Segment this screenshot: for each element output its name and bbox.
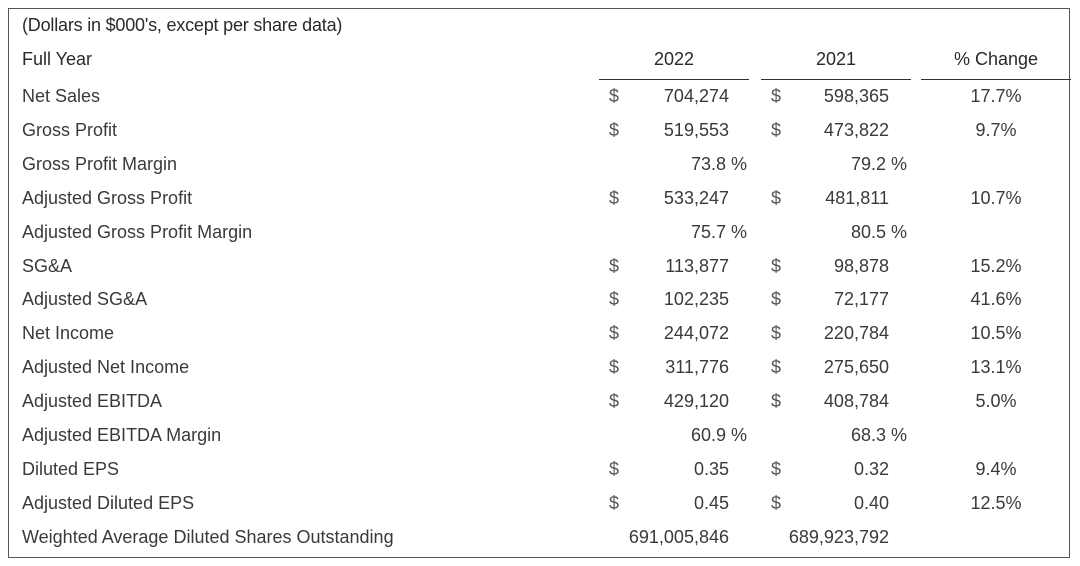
value-2021: 481,811 — [825, 187, 889, 208]
value-2022: 519,553 — [663, 119, 729, 140]
value-2022: 533,247 — [663, 187, 729, 208]
percent-change: 13.1% — [970, 357, 1022, 378]
percent-change: 17.7% — [970, 86, 1022, 106]
table-row: Adjusted SG&A $102,235 $72,177 41.6% — [9, 282, 1071, 316]
value-2021: 408,784 — [823, 391, 889, 412]
value-2021: 598,365 — [823, 86, 889, 106]
margin-2022: 60.9 % — [690, 425, 747, 445]
table-row: Adjusted EBITDA Margin 60.9 % 68.3 % — [9, 418, 1071, 452]
percent-change: 10.5% — [970, 323, 1022, 344]
currency-symbol-2021: $ — [771, 357, 782, 378]
currency-symbol-2022: $ — [609, 323, 620, 344]
row-label: Adjusted Net Income — [22, 357, 190, 378]
row-label: SG&A — [22, 255, 73, 276]
margin-2022: 75.7 % — [690, 221, 747, 242]
table-row: Adjusted Gross Profit $533,247 $481,811 10.… — [9, 181, 1071, 215]
table-row: Weighted Average Diluted Shares Outstand… — [9, 520, 1071, 554]
row-label: Weighted Average Diluted Shares Outstand… — [22, 526, 394, 547]
currency-symbol-2021: $ — [771, 289, 782, 310]
currency-symbol-2021: $ — [771, 323, 782, 344]
value-2021: 98,878 — [833, 255, 889, 276]
value-2022: 704,274 — [663, 86, 729, 106]
row-label: Adjusted Gross Profit — [22, 187, 193, 208]
row-label: Gross Profit — [22, 119, 118, 140]
currency-symbol-2022: $ — [609, 255, 620, 276]
row-label: Adjusted EBITDA Margin — [22, 425, 222, 445]
row-label: Adjusted SG&A — [22, 289, 148, 310]
currency-symbol-2021: $ — [771, 391, 782, 412]
shares-2021: 689,923,792 — [788, 526, 889, 547]
row-label: Adjusted EBITDA — [22, 391, 163, 412]
currency-symbol-2021: $ — [771, 255, 782, 276]
percent-change: 12.5% — [970, 492, 1022, 513]
currency-symbol-2022: $ — [609, 86, 620, 106]
table-row: Adjusted Net Income $311,776 $275,650 13.1% — [9, 350, 1071, 384]
row-label: Adjusted Diluted EPS — [22, 492, 195, 513]
table-row: SG&A $113,877 $98,878 15.2% — [9, 249, 1071, 283]
currency-symbol-2021: $ — [771, 492, 782, 513]
percent-change: 10.7% — [970, 187, 1022, 208]
header-percent-change: % Change — [953, 49, 1039, 69]
header-2021: 2021 — [815, 49, 857, 69]
table-row: Adjusted Diluted EPS $0.45 $0.40 12.5% — [9, 486, 1071, 520]
currency-symbol-2022: $ — [609, 391, 620, 412]
value-2022: 0.35 — [693, 458, 729, 479]
value-2021: 275,650 — [823, 357, 889, 378]
currency-symbol-2021: $ — [771, 119, 782, 140]
currency-symbol-2022: $ — [609, 492, 620, 513]
value-2022: 113,877 — [665, 255, 729, 276]
table-row: Adjusted EBITDA $429,120 $408,784 5.0% — [9, 384, 1071, 418]
table-row: Net Sales $704,274 $598,365 17.7% — [9, 79, 1071, 113]
value-2021: 0.32 — [853, 458, 889, 479]
row-label: Net Income — [22, 323, 115, 344]
table-row: Adjusted Gross Profit Margin 75.7 % 80.5 % — [9, 215, 1071, 249]
currency-symbol-2022: $ — [609, 357, 620, 378]
value-2022: 429,120 — [663, 391, 729, 412]
currency-symbol-2021: $ — [771, 458, 782, 479]
value-2021: 473,822 — [823, 119, 889, 140]
financial-summary-table: (Dollars in $000's, except per share dat… — [8, 8, 1071, 558]
margin-2021: 80.5 % — [850, 221, 907, 242]
value-2021: 72,177 — [833, 289, 889, 310]
margin-2021: 79.2 % — [850, 153, 907, 174]
table-caption: (Dollars in $000's, except per share dat… — [22, 15, 343, 35]
currency-symbol-2022: $ — [609, 289, 620, 310]
percent-change: 5.0% — [975, 391, 1017, 412]
row-label: Diluted EPS — [22, 458, 120, 479]
percent-change: 9.4% — [975, 458, 1017, 479]
header-full-year: Full Year — [22, 49, 93, 69]
header-2022: 2022 — [653, 49, 695, 69]
currency-symbol-2022: $ — [609, 458, 620, 479]
value-2022: 102,235 — [663, 289, 729, 310]
percent-change: 9.7% — [975, 119, 1017, 140]
table-row: Gross Profit $519,553 $473,822 9.7% — [9, 113, 1071, 147]
table-row: Gross Profit Margin 73.8 % 79.2 % — [9, 147, 1071, 181]
header-underline-change — [921, 79, 1071, 80]
currency-symbol-2022: $ — [609, 119, 620, 140]
value-2021: 0.40 — [853, 492, 889, 513]
currency-symbol-2021: $ — [771, 187, 782, 208]
table-row: Diluted EPS $0.35 $0.32 9.4% — [9, 452, 1071, 486]
currency-symbol-2022: $ — [609, 187, 620, 208]
row-label: Gross Profit Margin — [22, 153, 178, 174]
margin-2022: 73.8 % — [690, 153, 747, 174]
shares-2022: 691,005,846 — [628, 526, 729, 547]
value-2022: 0.45 — [693, 492, 729, 513]
percent-change: 15.2% — [970, 255, 1022, 276]
currency-symbol-2021: $ — [771, 86, 782, 106]
value-2022: 244,072 — [663, 323, 729, 344]
percent-change: 41.6% — [970, 289, 1022, 310]
row-label: Net Sales — [22, 86, 101, 106]
table-row: Net Income $244,072 $220,784 10.5% — [9, 316, 1071, 350]
header-underline-2022 — [599, 79, 749, 80]
margin-2021: 68.3 % — [850, 425, 907, 445]
value-2021: 220,784 — [823, 323, 889, 344]
value-2022: 311,776 — [665, 357, 729, 378]
header-underline-2021 — [761, 79, 911, 80]
row-label: Adjusted Gross Profit Margin — [22, 221, 253, 242]
